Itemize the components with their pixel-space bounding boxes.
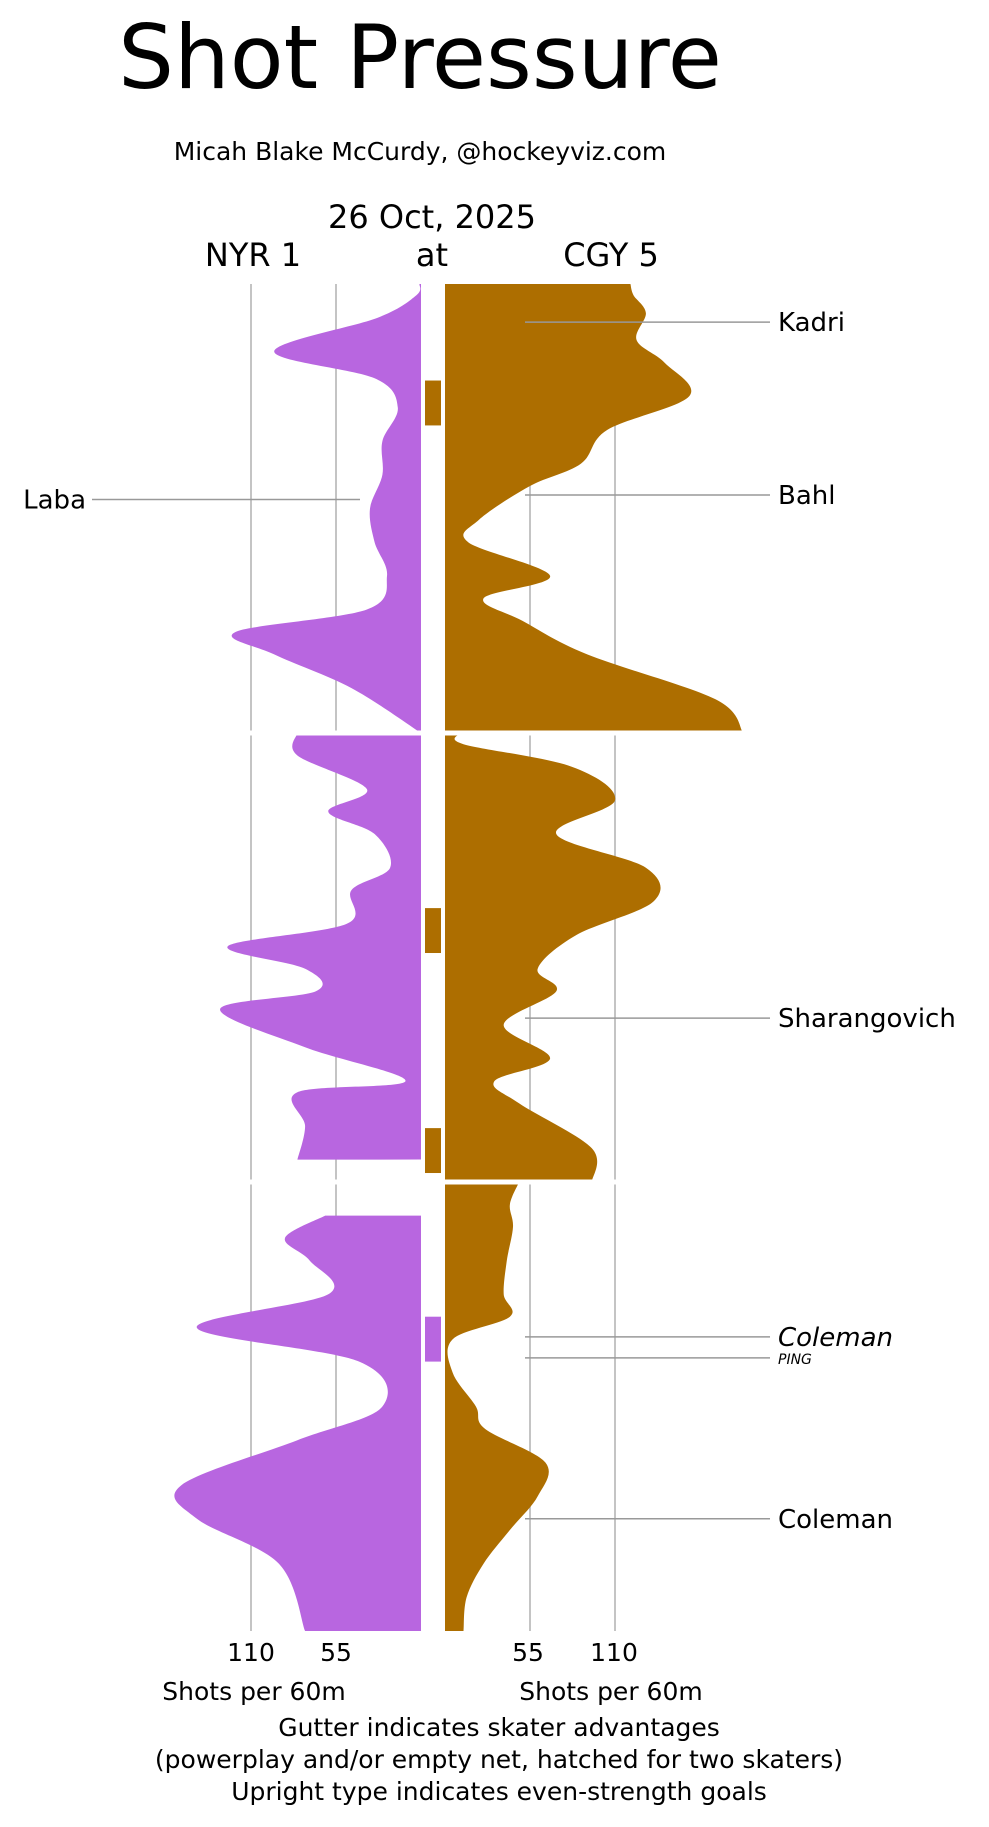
period-separators	[150, 730, 800, 1185]
axis-label-left: Shots per 60m	[162, 1677, 345, 1706]
home-area-period-3	[445, 1182, 549, 1631]
tick-right-110: 110	[590, 1638, 638, 1667]
chart-subtitle: Micah Blake McCurdy, @hockeyviz.com	[174, 137, 667, 166]
away-area-period-3	[174, 1215, 421, 1631]
gutter-markers	[425, 380, 441, 1362]
goal-scorer-label: Laba	[23, 486, 86, 516]
goal-scorer-label: Coleman	[778, 1323, 893, 1353]
tick-left-55: 55	[320, 1638, 352, 1667]
away-area-period-1	[231, 284, 421, 733]
gutter-marker	[425, 1128, 441, 1174]
goal-scorer-label: Coleman	[778, 1505, 893, 1535]
note-line-1: Gutter indicates skater advantages	[278, 1713, 720, 1742]
gutter-marker	[425, 1316, 441, 1362]
goal-scorer-label: Bahl	[778, 481, 835, 511]
gutter-marker	[425, 380, 441, 426]
at-label: at	[416, 236, 448, 274]
tick-right-55: 55	[512, 1638, 544, 1667]
period-separator-40	[150, 1179, 800, 1185]
home-pressure-area	[445, 284, 744, 1631]
goal-scorer-label: Sharangovich	[778, 1004, 956, 1034]
gutter-marker	[425, 908, 441, 954]
home-area-period-1	[445, 284, 744, 733]
note-line-2: (powerplay and/or empty net, hatched for…	[155, 1745, 843, 1774]
chart-title: Shot Pressure	[118, 6, 722, 109]
note-line-3: Upright type indicates even-strength goa…	[231, 1777, 767, 1806]
axis-label-right: Shots per 60m	[519, 1677, 702, 1706]
goal-assist-label: PING	[778, 1352, 812, 1368]
home-area-period-2	[445, 733, 661, 1182]
away-area-period-2	[220, 733, 421, 1160]
away-team-score: NYR 1	[205, 236, 301, 274]
tick-left-110: 110	[227, 1638, 275, 1667]
away-pressure-area	[174, 284, 421, 1631]
goal-scorer-label: Kadri	[778, 308, 845, 338]
period-separator-20	[150, 730, 800, 736]
game-date: 26 Oct, 2025	[328, 198, 536, 236]
home-team-score: CGY 5	[563, 236, 659, 274]
